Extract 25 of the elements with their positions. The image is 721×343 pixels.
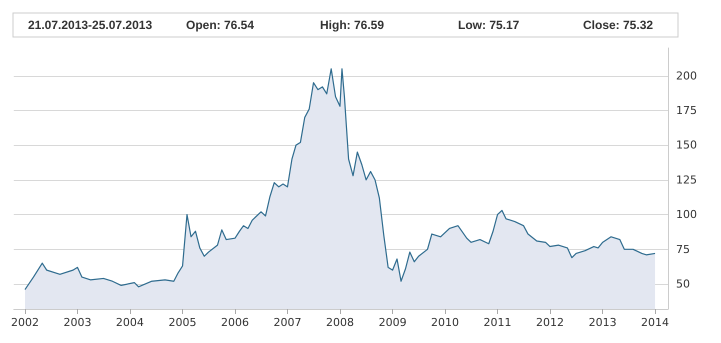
x-tick-label: 2007 xyxy=(273,316,302,329)
text: High: 76.59 xyxy=(320,18,384,32)
text: 21.07.2013-25.07.2013 xyxy=(28,18,152,32)
text: Close: 75.32 xyxy=(583,18,654,32)
x-tick-label: 2003 xyxy=(63,316,92,329)
x-tick-label: 2008 xyxy=(326,316,354,329)
x-tick-label: 2009 xyxy=(378,316,407,329)
x-tick-label: 2006 xyxy=(221,316,250,329)
text: Low: 75.17 xyxy=(458,18,520,32)
y-tick-label: 200 xyxy=(676,69,697,82)
y-tick-label: 175 xyxy=(676,104,697,117)
x-tick-label: 2013 xyxy=(588,316,617,329)
x-tick-label: 2002 xyxy=(10,316,39,329)
y-tick-label: 100 xyxy=(676,208,697,222)
y-tick-label: 50 xyxy=(676,278,690,291)
y-tick-label: 75 xyxy=(676,242,690,256)
y-tick-label: 150 xyxy=(676,138,697,152)
x-tick-label: 2012 xyxy=(536,316,564,329)
text: Open: 76.54 xyxy=(186,18,254,32)
x-tick-label: 2011 xyxy=(484,316,512,329)
x-tick-label: 2005 xyxy=(168,316,197,329)
x-tick-label: 2014 xyxy=(641,316,670,329)
y-tick-label: 125 xyxy=(676,173,697,186)
x-tick-label: 2004 xyxy=(116,316,144,329)
x-tick-label: 2010 xyxy=(431,316,460,329)
